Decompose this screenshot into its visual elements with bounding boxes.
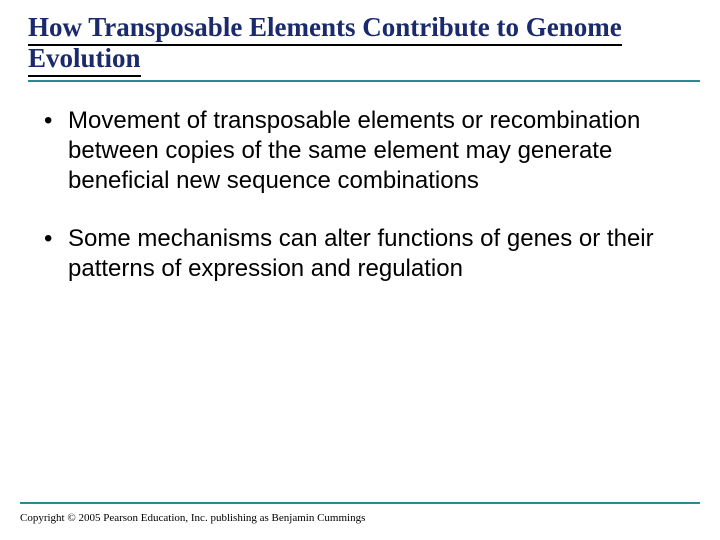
list-item: Some mechanisms can alter functions of g… [40,224,680,284]
title-region: How Transposable Elements Contribute to … [0,0,720,82]
list-item: Movement of transposable elements or rec… [40,106,680,196]
footer-rule [20,502,700,504]
content-region: Movement of transposable elements or rec… [0,82,720,284]
slide-title: How Transposable Elements Contribute to … [28,12,622,77]
bullet-list: Movement of transposable elements or rec… [40,106,680,284]
copyright-text: Copyright © 2005 Pearson Education, Inc.… [20,512,365,524]
